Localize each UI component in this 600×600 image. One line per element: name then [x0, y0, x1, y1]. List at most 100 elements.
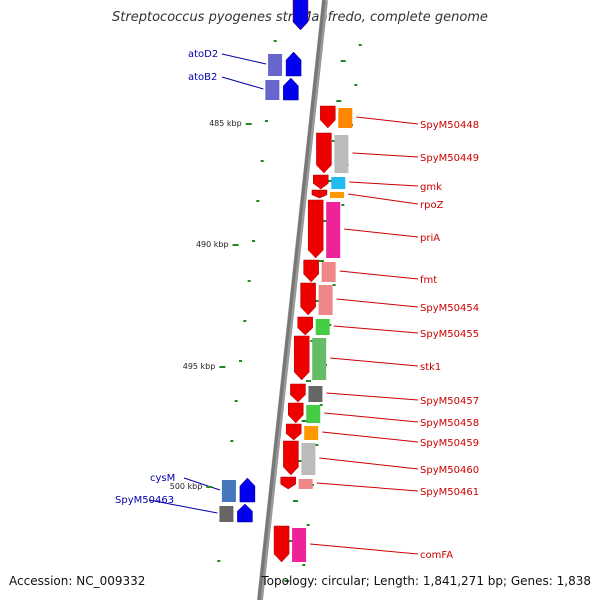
tick-mark [247, 280, 251, 282]
tick-mark [341, 204, 345, 206]
tick-mark [328, 324, 332, 326]
tick-mark [354, 84, 358, 86]
scale-label: 485 kbp [209, 119, 242, 128]
tick-mark [302, 564, 306, 566]
gene-label: atoD2 [188, 49, 218, 60]
connector-line [349, 181, 419, 187]
cog-block [312, 338, 327, 380]
scale-tick [219, 366, 226, 368]
scale-tick [245, 123, 252, 125]
gene-label: SpyM50460 [420, 465, 479, 476]
gene-label: SpyM50461 [420, 487, 479, 498]
connector-line [221, 76, 264, 90]
forward-gene-arrow [313, 174, 329, 190]
forward-gene-arrow [290, 383, 306, 403]
gene-label: priA [420, 233, 440, 244]
cog-block [329, 192, 344, 198]
gene-label: atoB2 [188, 72, 217, 83]
gene-label: SpyM50459 [420, 438, 479, 449]
gene-label: SpyM50458 [420, 418, 479, 429]
gene-arrows [237, 0, 336, 563]
gene-label: SpyM50454 [420, 303, 479, 314]
connector-line [148, 499, 218, 514]
connector-line [339, 270, 419, 280]
tick-mark [336, 100, 342, 102]
genome-backbone [257, 0, 328, 600]
scale-label: 500 kbp [170, 482, 203, 491]
forward-gene-arrow [311, 189, 328, 199]
cog-block [331, 177, 346, 189]
gene-label: SpyM50449 [420, 153, 479, 164]
cog-block [221, 480, 236, 502]
tick-mark [306, 524, 310, 526]
topology-text: Topology: circular; Length: 1,841,271 bp… [261, 574, 591, 588]
tick-mark [340, 60, 346, 62]
connector-line [344, 228, 419, 238]
connector-line [319, 457, 419, 470]
tick-mark [293, 500, 298, 502]
forward-gene-arrow [280, 476, 296, 490]
cog-block [308, 386, 323, 402]
connector-line [310, 543, 419, 555]
gene-label: cysM [150, 473, 175, 484]
connector-line [352, 152, 419, 158]
forward-gene-arrow [288, 402, 304, 424]
tick-mark [332, 284, 336, 286]
scale-label: 490 kbp [196, 240, 229, 249]
scale-tick [232, 244, 239, 246]
tick-mark [230, 440, 234, 442]
connector-line [324, 412, 419, 423]
forward-gene-arrow [300, 282, 316, 316]
tick-mark [284, 580, 290, 582]
cog-block [338, 108, 353, 128]
cog-color-blocks [219, 54, 353, 562]
forward-gene-arrow [283, 440, 299, 476]
cog-block [304, 426, 319, 440]
tick-mark [297, 460, 303, 462]
connector-line [316, 482, 419, 492]
tick-mark [301, 420, 307, 422]
connector-line [333, 325, 419, 334]
tick-mark [234, 400, 238, 402]
forward-gene-arrow [320, 105, 336, 129]
reverse-gene-arrow [239, 477, 256, 503]
forward-gene-arrow [303, 259, 319, 283]
connector-line [336, 298, 419, 308]
tick-mark [243, 320, 247, 322]
cog-block [268, 54, 283, 76]
cog-block [318, 285, 333, 315]
tick-mark [323, 220, 329, 222]
tick-mark [319, 404, 323, 406]
tick-mark [252, 240, 255, 242]
tick-mark [319, 260, 324, 262]
scale-tick [206, 486, 213, 488]
tick-mark [256, 200, 260, 202]
cog-block [301, 443, 316, 475]
connector-line [356, 116, 419, 125]
cog-block [326, 202, 341, 258]
forward-gene-arrow [285, 423, 302, 441]
cog-block [219, 506, 234, 522]
scale-labels: 485 kbp 490 kbp 495 kbp 500 kbp [170, 119, 252, 491]
cog-block [306, 405, 321, 423]
tick-mark [273, 40, 277, 42]
gene-label: fmt [420, 275, 437, 286]
tick-mark [315, 444, 319, 446]
gene-label: SpyM50455 [420, 329, 479, 340]
forward-gene-arrow [297, 316, 313, 336]
forward-gene-arrow [273, 525, 290, 563]
connector-line [326, 392, 419, 401]
gene-label: SpyM50448 [420, 120, 479, 131]
forward-gene-arrow [316, 132, 332, 174]
tick-mark [239, 360, 242, 362]
connector-line [221, 53, 267, 65]
tick-mark [306, 380, 311, 382]
scale-label: 495 kbp [183, 362, 216, 371]
backbone-line [257, 0, 326, 600]
cog-block [334, 135, 349, 173]
connector-line [330, 357, 419, 367]
cog-block [315, 319, 330, 335]
tick-mark [358, 44, 362, 46]
accession-text: Accession: NC_009332 [9, 574, 146, 588]
